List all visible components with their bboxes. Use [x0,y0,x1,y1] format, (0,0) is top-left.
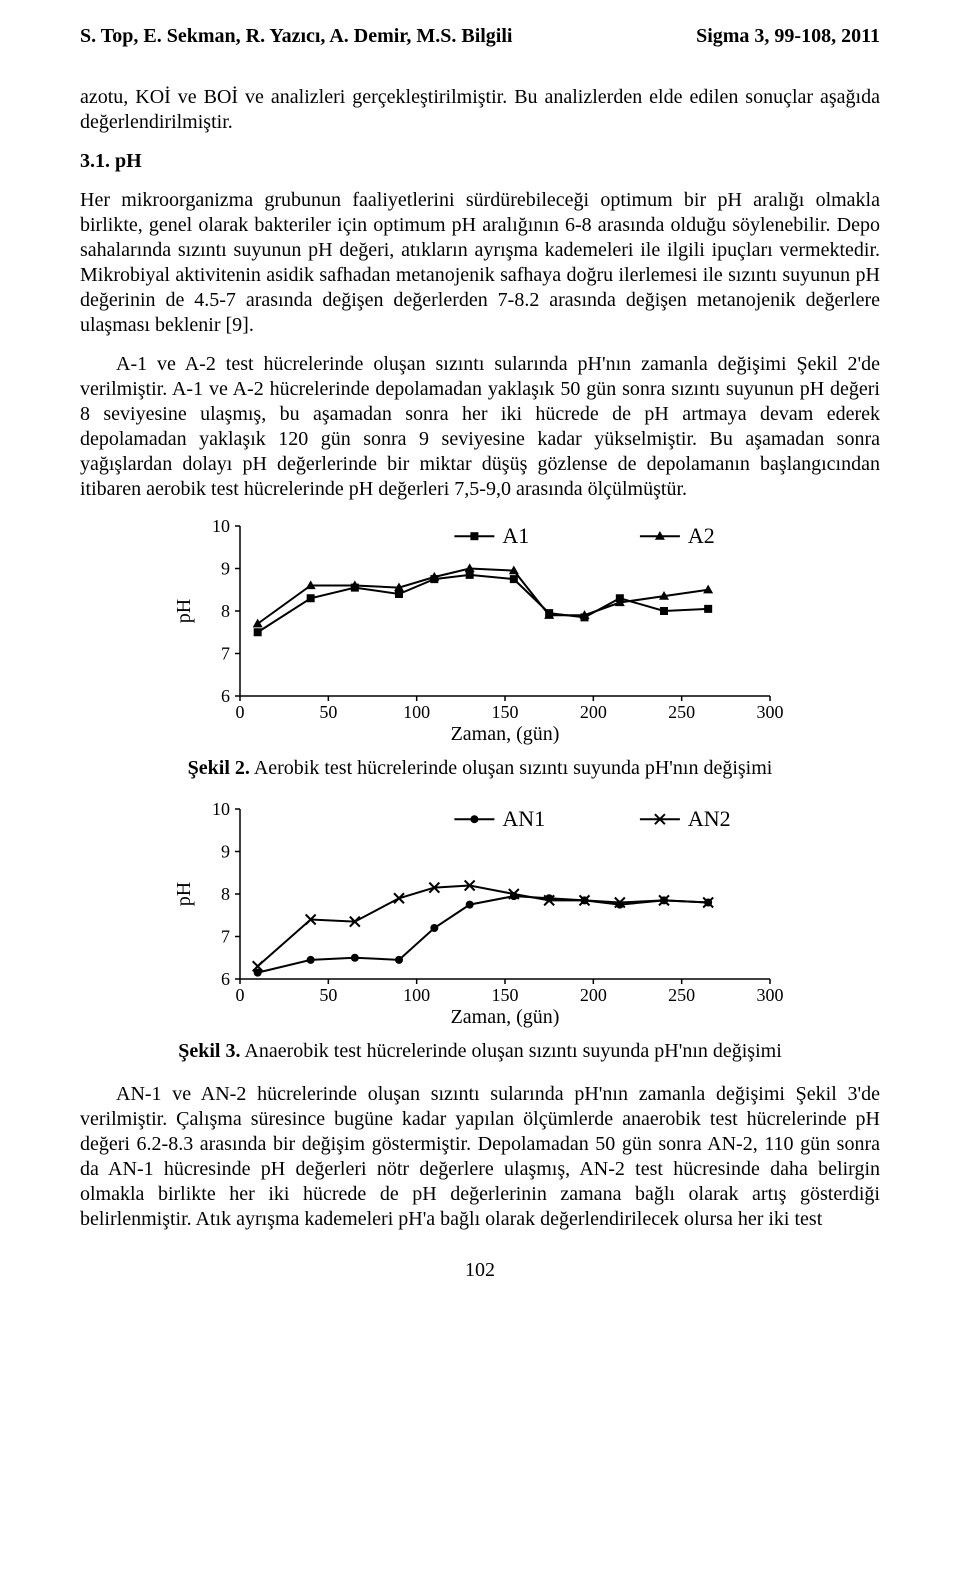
svg-text:pH: pH [173,882,195,906]
caption-1-rest: Aerobik test hücrelerinde oluşan sızıntı… [250,757,772,779]
caption-2-bold: Şekil 3. [178,1040,240,1062]
caption-2-rest: Anaerobik test hücrelerinde oluşan sızın… [240,1040,781,1062]
chart-2-wrap: 678910050100150200250300pHZaman, (gün)AN… [80,799,880,1029]
header-authors: S. Top, E. Sekman, R. Yazıcı, A. Demir, … [80,24,512,49]
svg-text:150: 150 [492,702,519,722]
chart-2: 678910050100150200250300pHZaman, (gün)AN… [170,799,790,1029]
svg-text:10: 10 [212,799,230,819]
section-heading: 3.1. pH [80,149,880,174]
svg-text:100: 100 [403,985,430,1005]
svg-text:50: 50 [319,702,337,722]
chart-1: 678910050100150200250300pHZaman, (gün)A1… [170,516,790,746]
svg-text:7: 7 [221,927,230,947]
header-journal: Sigma 3, 99-108, 2011 [696,24,880,49]
caption-1-bold: Şekil 2. [188,757,250,779]
svg-text:AN2: AN2 [688,806,731,831]
svg-text:0: 0 [236,702,245,722]
chart-2-caption: Şekil 3. Anaerobik test hücrelerinde olu… [80,1039,880,1064]
chart-1-caption: Şekil 2. Aerobik test hücrelerinde oluşa… [80,756,880,781]
svg-text:6: 6 [221,969,230,989]
svg-text:A2: A2 [688,523,715,548]
svg-text:9: 9 [221,559,230,579]
svg-text:250: 250 [668,702,695,722]
body-text: azotu, KOİ ve BOİ ve analizleri gerçekle… [80,85,880,502]
section-paragraph-2: A-1 ve A-2 test hücrelerinde oluşan sızı… [80,352,880,502]
svg-text:pH: pH [173,599,195,623]
svg-text:200: 200 [580,702,607,722]
svg-text:8: 8 [221,884,230,904]
charts-block: 678910050100150200250300pHZaman, (gün)A1… [80,516,880,1064]
svg-text:9: 9 [221,842,230,862]
footer-paragraph: AN-1 ve AN-2 hücrelerinde oluşan sızıntı… [80,1082,880,1232]
svg-text:0: 0 [236,985,245,1005]
svg-text:Zaman, (gün): Zaman, (gün) [451,723,560,745]
svg-text:8: 8 [221,601,230,621]
running-header: S. Top, E. Sekman, R. Yazıcı, A. Demir, … [80,24,880,49]
svg-text:150: 150 [492,985,519,1005]
page-number: 102 [80,1258,880,1283]
svg-text:7: 7 [221,644,230,664]
page: S. Top, E. Sekman, R. Yazıcı, A. Demir, … [0,0,960,1303]
svg-text:6: 6 [221,686,230,706]
svg-text:A1: A1 [502,523,529,548]
svg-text:200: 200 [580,985,607,1005]
svg-text:AN1: AN1 [502,806,545,831]
chart-1-wrap: 678910050100150200250300pHZaman, (gün)A1… [80,516,880,746]
section-paragraph-1: Her mikroorganizma grubunun faaliyetleri… [80,188,880,338]
svg-text:Zaman, (gün): Zaman, (gün) [451,1006,560,1028]
svg-text:300: 300 [757,985,784,1005]
svg-text:50: 50 [319,985,337,1005]
svg-text:300: 300 [757,702,784,722]
svg-text:100: 100 [403,702,430,722]
intro-paragraph: azotu, KOİ ve BOİ ve analizleri gerçekle… [80,85,880,135]
svg-text:10: 10 [212,516,230,536]
svg-text:250: 250 [668,985,695,1005]
